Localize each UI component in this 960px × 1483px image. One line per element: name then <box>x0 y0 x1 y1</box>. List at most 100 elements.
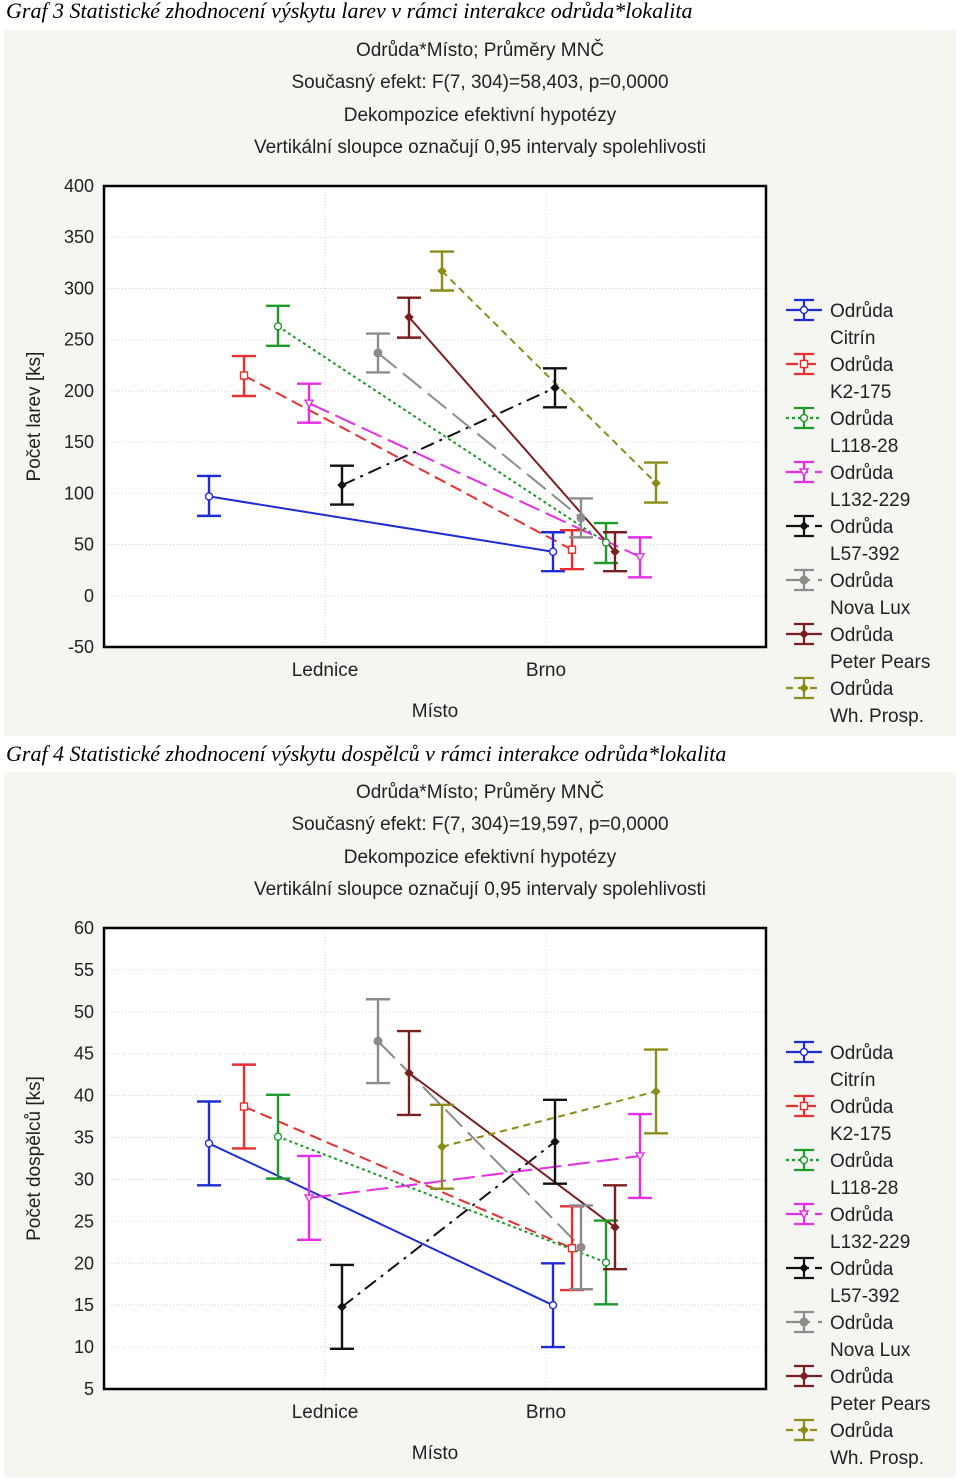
chart-title-line: Současný efekt: F(7, 304)=58,403, p=0,00… <box>291 72 668 93</box>
y-tick-label: 50 <box>74 535 94 555</box>
legend-marker-citr-n <box>799 305 809 315</box>
legend-label-line1-l132-229: Odrůda <box>830 1205 894 1226</box>
series-line-k2-175 <box>243 1105 573 1250</box>
y-tick-label: 200 <box>64 381 94 401</box>
legend-label-line2-l57-392: L57-392 <box>830 544 900 565</box>
legend-label-line1-citr-n: Odrůda <box>830 301 894 322</box>
point-l57-392-lednice <box>337 480 347 490</box>
point-nova-lux-lednice <box>373 1036 383 1046</box>
point-wh-prosp-lednice <box>437 1142 447 1152</box>
legend-marker-wh-prosp <box>799 683 809 693</box>
figure-caption-adults: Graf 4 Statistické zhodnocení výskytu do… <box>6 741 727 766</box>
point-l57-392-lednice <box>337 1302 347 1312</box>
y-tick-label: 25 <box>74 1211 94 1231</box>
legend-label-line1-peter-pears: Odrůda <box>830 1367 894 1388</box>
point-wh-prosp-brno <box>651 478 661 488</box>
y-tick-label: 350 <box>64 227 94 247</box>
y-tick-label: 150 <box>64 432 94 452</box>
series-line-l57-392 <box>341 386 556 487</box>
y-tick-label: 5 <box>84 1379 94 1399</box>
legend-label-line2-k2-175: K2-175 <box>830 1124 891 1145</box>
chart-title-line: Odrůda*Místo; Průměry MNČ <box>356 781 604 803</box>
legend-label-line1-k2-175: Odrůda <box>830 1097 894 1118</box>
legend-label-line2-l132-229: L132-229 <box>830 490 910 511</box>
series-line-peter-pears <box>408 1072 616 1229</box>
legend-marker-l57-392 <box>799 1263 809 1273</box>
legend-marker-peter-pears <box>799 629 809 639</box>
legend-label-line1-nova-lux: Odrůda <box>830 1313 894 1334</box>
chart-title-line: Odrůda*Místo; Průměry MNČ <box>356 39 604 61</box>
y-tick-label: 55 <box>74 960 94 980</box>
y-axis-label: Počet larev [ks] <box>24 352 45 482</box>
chart-panel-adults: Odrůda*Místo; Průměry MNČ Současný efekt:… <box>4 772 956 1478</box>
point-l118-28-lednice <box>273 1132 283 1141</box>
legend-label-line1-l132-229: Odrůda <box>830 463 894 484</box>
legend-label-line1-l118-28: Odrůda <box>830 1151 894 1172</box>
point-nova-lux-brno <box>576 513 586 523</box>
legend-marker-nova-lux <box>799 1317 809 1327</box>
legend-marker-k2-175 <box>799 1101 809 1111</box>
legend-marker-l118-28 <box>799 1155 809 1165</box>
legend-label-line2-k2-175: K2-175 <box>830 382 891 403</box>
point-l57-392-brno <box>550 383 560 393</box>
y-tick-label: 40 <box>74 1086 94 1106</box>
legend-label-line1-l57-392: Odrůda <box>830 1259 894 1280</box>
point-l57-392-brno <box>550 1137 560 1147</box>
chart-title-line: Současný efekt: F(7, 304)=19,597, p=0,00… <box>291 814 668 835</box>
series-line-nova-lux <box>377 352 582 519</box>
legend-label-line2-l118-28: L118-28 <box>830 1178 898 1199</box>
legend-label-line2-peter-pears: Peter Pears <box>830 652 930 673</box>
series-line-l132-229 <box>308 402 641 558</box>
point-nova-lux-brno <box>576 1242 586 1252</box>
point-citr-n-brno <box>548 547 558 556</box>
x-tick-label: Brno <box>526 660 566 681</box>
y-tick-label: 60 <box>74 918 94 938</box>
legend-label-line2-l118-28: L118-28 <box>830 436 898 457</box>
y-tick-label: 300 <box>64 278 94 298</box>
point-citr-n-lednice <box>204 1139 214 1148</box>
point-k2-175-lednice <box>239 371 249 380</box>
x-axis-label: Místo <box>412 1443 458 1464</box>
legend-marker-k2-175 <box>799 359 809 369</box>
point-peter-pears-brno <box>610 547 620 557</box>
point-l132-229-lednice <box>303 399 315 409</box>
series-line-wh-prosp <box>441 270 657 484</box>
y-tick-label: -50 <box>68 637 94 657</box>
legend-label-line1-l57-392: Odrůda <box>830 517 894 538</box>
plot-area <box>104 186 766 647</box>
y-tick-label: 45 <box>74 1044 94 1064</box>
figure-caption-larvae: Graf 3 Statistické zhodnocení výskytu la… <box>6 0 693 23</box>
series-line-wh-prosp <box>441 1090 657 1148</box>
point-citr-n-lednice <box>204 492 214 501</box>
legend-label-line1-wh-prosp: Odrůda <box>830 1421 894 1442</box>
legend-label-line2-l132-229: L132-229 <box>830 1232 910 1253</box>
legend-label-line1-peter-pears: Odrůda <box>830 625 894 646</box>
legend-label-line1-l118-28: Odrůda <box>830 409 894 430</box>
legend-marker-citr-n <box>799 1047 809 1057</box>
point-k2-175-lednice <box>239 1102 249 1111</box>
chart-title-line: Vertikální sloupce označují 0,95 interva… <box>254 879 706 900</box>
point-l132-229-lednice <box>303 1194 315 1204</box>
legend-label-line2-citr-n: Citrín <box>830 1070 875 1091</box>
legend-label-line1-k2-175: Odrůda <box>830 355 894 376</box>
legend-label-line1-wh-prosp: Odrůda <box>830 679 894 700</box>
point-k2-175-brno <box>567 545 577 554</box>
series-line-l118-28 <box>277 1135 607 1264</box>
point-nova-lux-lednice <box>373 348 383 358</box>
x-axis-label: Místo <box>412 701 458 722</box>
legend-marker-nova-lux <box>799 575 809 585</box>
legend-label-line2-citr-n: Citrín <box>830 328 875 349</box>
plot-area <box>104 928 766 1389</box>
y-tick-label: 0 <box>84 586 94 606</box>
y-tick-label: 30 <box>74 1169 94 1189</box>
y-tick-label: 15 <box>74 1295 94 1315</box>
point-l118-28-brno <box>601 538 611 547</box>
legend-marker-l57-392 <box>799 521 809 531</box>
chart-panel-larvae: Odrůda*Místo; Průměry MNČ Současný efekt:… <box>4 30 956 736</box>
y-tick-label: 250 <box>64 330 94 350</box>
chart-title-line: Vertikální sloupce označují 0,95 interva… <box>254 137 706 158</box>
series-line-k2-175 <box>243 374 573 551</box>
point-l118-28-lednice <box>273 322 283 331</box>
legend-label-line2-nova-lux: Nova Lux <box>830 1340 911 1361</box>
point-peter-pears-lednice <box>404 312 414 322</box>
